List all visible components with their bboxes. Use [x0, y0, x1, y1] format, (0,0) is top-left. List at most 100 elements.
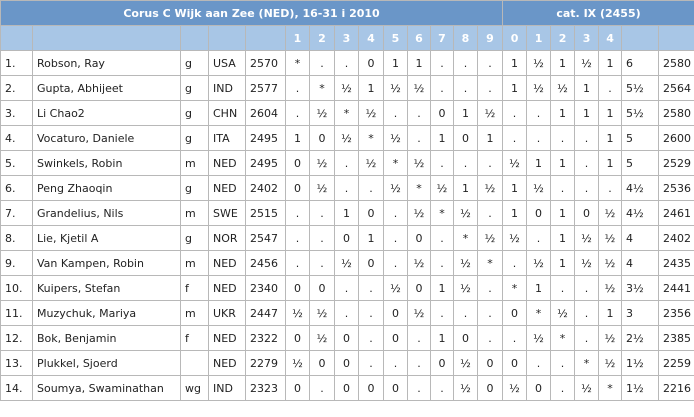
player-row: 12. Bok, Benjamin f NED 2322 0 ½ 0. 0. 1 0.. ½ *. ½ 2½… — [0, 325, 694, 351]
result: 0 — [502, 300, 528, 326]
result: . — [526, 225, 552, 251]
column-number: 7 — [430, 25, 454, 51]
result: ½ — [309, 100, 335, 126]
result: ½ — [476, 225, 504, 251]
player-title — [180, 350, 209, 376]
rating: 2570 — [245, 50, 286, 76]
result: * — [285, 50, 310, 76]
result: * — [334, 100, 359, 126]
federation: NED — [208, 275, 246, 301]
player-row: 10. Kuipers, Stefan f NED 2340 0 0.. ½ 0 1 ½. * 1.. ½… — [0, 275, 694, 301]
rank: 11. — [0, 300, 33, 326]
rating: 2495 — [245, 150, 286, 176]
result: 1 — [574, 100, 600, 126]
rating: 2402 — [245, 175, 286, 201]
result: . — [383, 350, 408, 376]
result: 0 — [453, 125, 478, 151]
result: 0 — [574, 200, 600, 226]
result: . — [358, 325, 384, 351]
performance: 2536 — [658, 175, 694, 201]
player-title: m — [180, 250, 209, 276]
result: * — [430, 200, 454, 226]
result: . — [358, 350, 384, 376]
result: . — [285, 250, 310, 276]
result: * — [574, 350, 600, 376]
result: . — [502, 325, 528, 351]
result: . — [407, 375, 431, 401]
score: 3 — [621, 300, 660, 326]
player-name: Van Kampen, Robin — [32, 250, 181, 276]
score: 5½ — [621, 100, 660, 126]
result: * — [407, 175, 431, 201]
result: . — [550, 175, 576, 201]
result: ½ — [430, 175, 454, 201]
score: 1½ — [621, 375, 660, 401]
score: 3½ — [621, 275, 660, 301]
player-name: Robson, Ray — [32, 50, 181, 76]
result: 1 — [430, 325, 454, 351]
result: . — [476, 200, 504, 226]
player-row: 1. Robson, Ray g USA 2570 *.. 0 1 1... 1 ½ 1 ½ 1 6 2580 — [0, 50, 694, 76]
result: . — [550, 350, 576, 376]
rating: 2604 — [245, 100, 286, 126]
federation: NED — [208, 350, 246, 376]
federation: IND — [208, 75, 246, 101]
player-name: Soumya, Swaminathan — [32, 375, 181, 401]
performance: 2402 — [658, 225, 694, 251]
rating: 2279 — [245, 350, 286, 376]
column-number: 0 — [502, 25, 528, 51]
rating: 2547 — [245, 225, 286, 251]
player-row: 2. Gupta, Abhijeet g IND 2577. * ½ 1 ½ ½... 1 ½ ½ 1. 5… — [0, 75, 694, 101]
column-number: 2 — [309, 25, 335, 51]
result: ½ — [453, 375, 478, 401]
result: . — [383, 225, 408, 251]
result: ½ — [598, 200, 623, 226]
rating: 2340 — [245, 275, 286, 301]
score: 1½ — [621, 350, 660, 376]
result: ½ — [407, 150, 431, 176]
result: * — [476, 250, 504, 276]
category: cat. IX (2455) — [502, 0, 694, 26]
result: 0 — [309, 275, 335, 301]
result: ½ — [453, 350, 478, 376]
tournament-title: Corus C Wijk aan Zee (NED), 16-31 i 2010 — [0, 0, 504, 26]
result: * — [453, 225, 478, 251]
result: . — [334, 150, 359, 176]
player-name: Li Chao2 — [32, 100, 181, 126]
result: * — [309, 75, 335, 101]
result: ½ — [358, 150, 384, 176]
player-title: m — [180, 150, 209, 176]
result: ½ — [383, 75, 408, 101]
performance: 2564 — [658, 75, 694, 101]
federation: USA — [208, 50, 246, 76]
player-title: g — [180, 125, 209, 151]
player-title: m — [180, 300, 209, 326]
federation: ITA — [208, 125, 246, 151]
result: 0 — [383, 300, 408, 326]
result: ½ — [453, 250, 478, 276]
result: * — [550, 325, 576, 351]
result: . — [334, 300, 359, 326]
result: 1 — [453, 175, 478, 201]
player-title: wg — [180, 375, 209, 401]
result: . — [309, 200, 335, 226]
rank: 4. — [0, 125, 33, 151]
result: . — [526, 350, 552, 376]
result: ½ — [598, 250, 623, 276]
result: 0 — [358, 375, 384, 401]
result: ½ — [309, 300, 335, 326]
rating: 2322 — [245, 325, 286, 351]
result: . — [430, 375, 454, 401]
player-title: f — [180, 275, 209, 301]
header-blank — [245, 25, 286, 51]
result: 0 — [334, 225, 359, 251]
player-row: 3. Li Chao2 g CHN 2604. ½ * ½.. 0 1 ½.. 1 1 1 5½ 2580 — [0, 100, 694, 126]
result: . — [407, 100, 431, 126]
result: . — [407, 350, 431, 376]
player-row: 14. Soumya, Swaminathan wg IND 2323 0. 0 0 0.. ½ 0… — [0, 375, 694, 401]
column-number: 4 — [358, 25, 384, 51]
result: . — [574, 175, 600, 201]
result: ½ — [598, 275, 623, 301]
